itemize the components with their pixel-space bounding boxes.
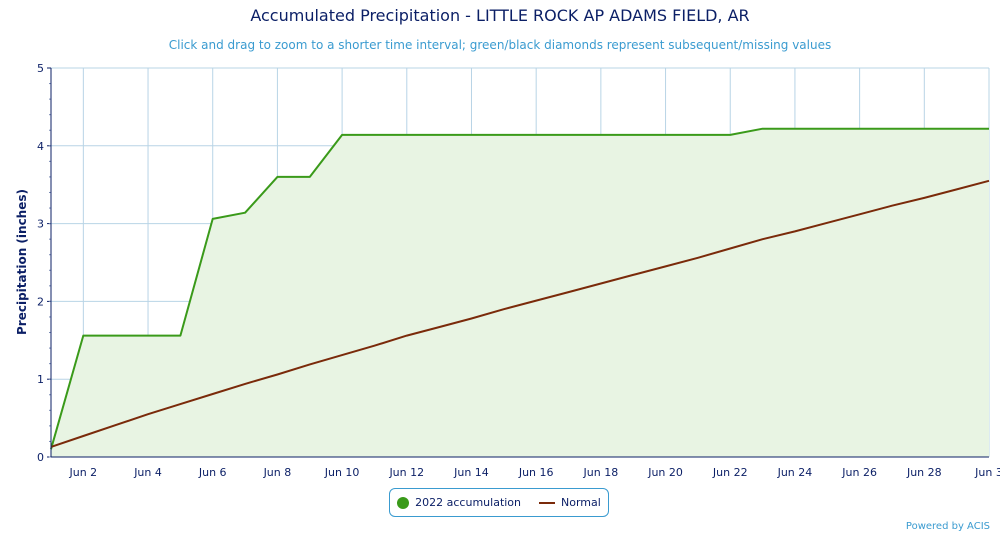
legend: 2022 accumulation Normal [389, 488, 609, 517]
y-tick-label: 2 [37, 295, 44, 308]
series-line-0[interactable] [50, 127, 989, 450]
x-tick-label: Jun 12 [388, 466, 424, 479]
legend-item-2022[interactable]: 2022 accumulation [397, 496, 521, 509]
x-tick-label: Jun 4 [133, 466, 162, 479]
y-tick-label: 0 [37, 451, 44, 464]
y-axis-label: Precipitation (inches) [15, 189, 29, 335]
chart-title: Accumulated Precipitation - LITTLE ROCK … [250, 6, 750, 25]
area-fill-0 [51, 128, 989, 457]
line-layer [50, 127, 990, 450]
legend-dot-icon [397, 496, 410, 509]
y-tick-label: 3 [37, 218, 44, 231]
y-tick-label: 4 [37, 140, 44, 153]
x-tick-label: Jun 26 [841, 466, 877, 479]
x-tick-label: Jun 18 [583, 466, 619, 479]
x-tick-label: Jun 8 [263, 466, 292, 479]
legend-label-2022: 2022 accumulation [415, 496, 522, 509]
x-tick-label: Jun 24 [777, 466, 813, 479]
x-tick-label: Jun 3 [974, 466, 1000, 479]
x-tick-label: Jun 10 [324, 466, 360, 479]
legend-line-icon [539, 501, 556, 504]
legend-item-normal[interactable]: Normal [539, 496, 601, 509]
area-layer [51, 128, 989, 457]
x-tick-label: Jun 20 [647, 466, 683, 479]
axes: Jun 2 Jun 4 Jun 6 Jun 8 Jun 10 Jun 12 Jun 14 Ju… [37, 62, 1000, 479]
x-tick-label: Jun 28 [906, 466, 942, 479]
x-tick-label: Jun 2 [69, 466, 98, 479]
x-tick-label: Jun 14 [453, 466, 489, 479]
chart-subtitle: Click and drag to zoom to a shorter time… [168, 38, 832, 52]
y-tick-label: 1 [37, 373, 44, 386]
credit-link[interactable]: Powered by ACIS [905, 521, 990, 532]
series-line-1[interactable] [50, 179, 990, 448]
y-tick-label: 5 [37, 62, 44, 75]
x-tick-label: Jun 6 [198, 466, 227, 479]
x-tick-label: Jun 22 [712, 466, 748, 479]
x-tick-label: Jun 16 [518, 466, 554, 479]
legend-label-normal: Normal [561, 496, 601, 509]
